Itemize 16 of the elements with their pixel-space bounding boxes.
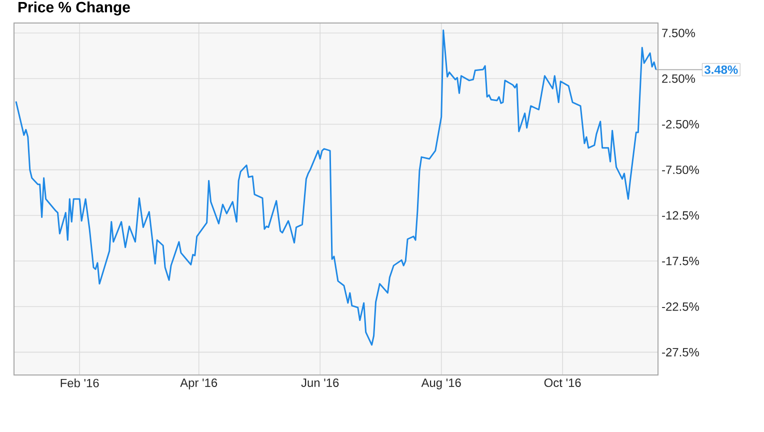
x-tick-label: Jun '16 xyxy=(301,378,339,387)
y-tick-label: -7.50% xyxy=(662,166,699,174)
y-tick-label: -12.5% xyxy=(662,211,699,220)
y-tick-label: -17.5% xyxy=(662,256,699,266)
y-tick-label: -2.50% xyxy=(662,120,699,128)
line-series xyxy=(15,30,657,346)
y-tick-label: -27.5% xyxy=(662,348,699,356)
x-tick-label: Aug '16 xyxy=(421,378,461,390)
chart-title: Price % Change xyxy=(18,1,130,16)
x-tick-label: Oct '16 xyxy=(544,378,581,387)
annotation: 3.48% xyxy=(704,65,738,74)
y-tick-label: 2.50% xyxy=(662,74,695,83)
x-tick-label: Apr '16 xyxy=(180,378,218,390)
y-tick-label: 7.50% xyxy=(662,28,695,38)
y-tick-label: -22.5% xyxy=(662,302,699,311)
x-tick-label: Feb '16 xyxy=(60,378,99,388)
